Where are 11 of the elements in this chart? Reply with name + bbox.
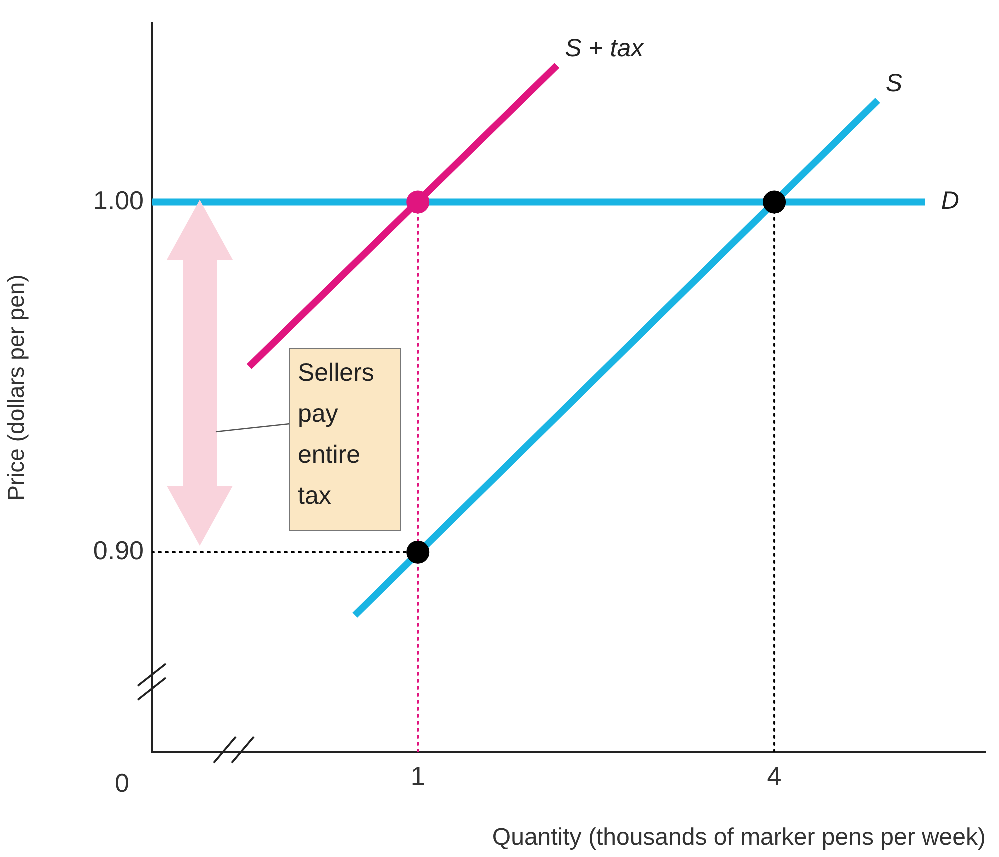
series-label: D: [941, 187, 960, 216]
series-label: S: [886, 70, 903, 98]
y-tick-label: 0.90: [93, 536, 144, 566]
series-label: S + tax: [565, 34, 646, 63]
text: 0: [115, 768, 130, 799]
y-tick-label: 1.00: [93, 185, 144, 216]
annotation: Sellers pay entire tax: [289, 348, 401, 531]
x-tick-label: 1: [410, 760, 426, 791]
x-axis-title: Quantity (thousands of marker pens per week): [492, 824, 986, 852]
x-tick-label: 4: [767, 760, 782, 791]
y-axis-title: Price (dollars per pen): [3, 274, 30, 501]
